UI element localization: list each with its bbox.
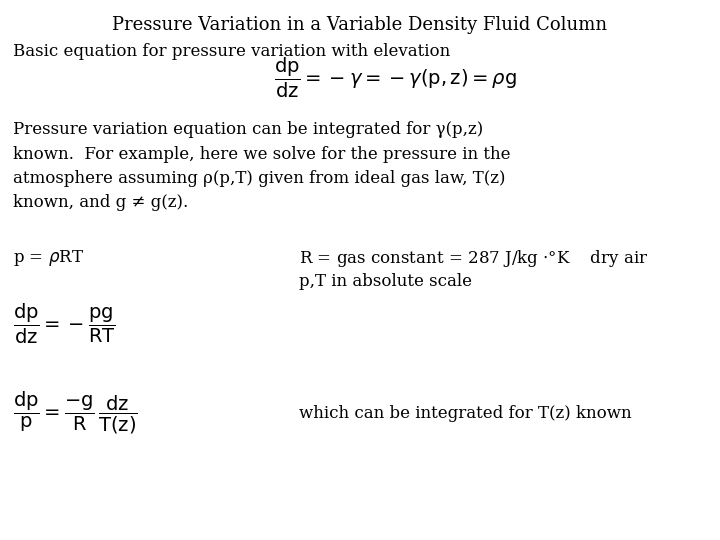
Text: Basic equation for pressure variation with elevation: Basic equation for pressure variation wi… xyxy=(13,43,450,60)
Text: p,T in absolute scale: p,T in absolute scale xyxy=(299,273,472,289)
Text: R = gas constant = 287 J/kg $\cdot$°K    dry air: R = gas constant = 287 J/kg $\cdot$°K dr… xyxy=(299,248,648,269)
Text: Pressure variation equation can be integrated for γ(p,z)
known.  For example, he: Pressure variation equation can be integ… xyxy=(13,122,510,211)
Text: which can be integrated for T(z) known: which can be integrated for T(z) known xyxy=(299,404,631,422)
Text: $\dfrac{\mathrm{dp}}{\mathrm{dz}} = -\dfrac{\mathrm{pg}}{\mathrm{RT}}$: $\dfrac{\mathrm{dp}}{\mathrm{dz}} = -\df… xyxy=(13,302,116,346)
Text: p = $\rho$RT: p = $\rho$RT xyxy=(13,248,84,268)
Text: Pressure Variation in a Variable Density Fluid Column: Pressure Variation in a Variable Density… xyxy=(112,16,608,34)
Text: $\dfrac{\mathrm{dp}}{\mathrm{p}} = \dfrac{-\mathrm{g}}{\mathrm{R}}\,\dfrac{\math: $\dfrac{\mathrm{dp}}{\mathrm{p}} = \dfra… xyxy=(13,390,138,436)
Text: $\dfrac{\mathrm{dp}}{\mathrm{dz}} = -\gamma = -\gamma(\mathrm{p,z}) = \rho\mathr: $\dfrac{\mathrm{dp}}{\mathrm{dz}} = -\ga… xyxy=(274,56,516,100)
